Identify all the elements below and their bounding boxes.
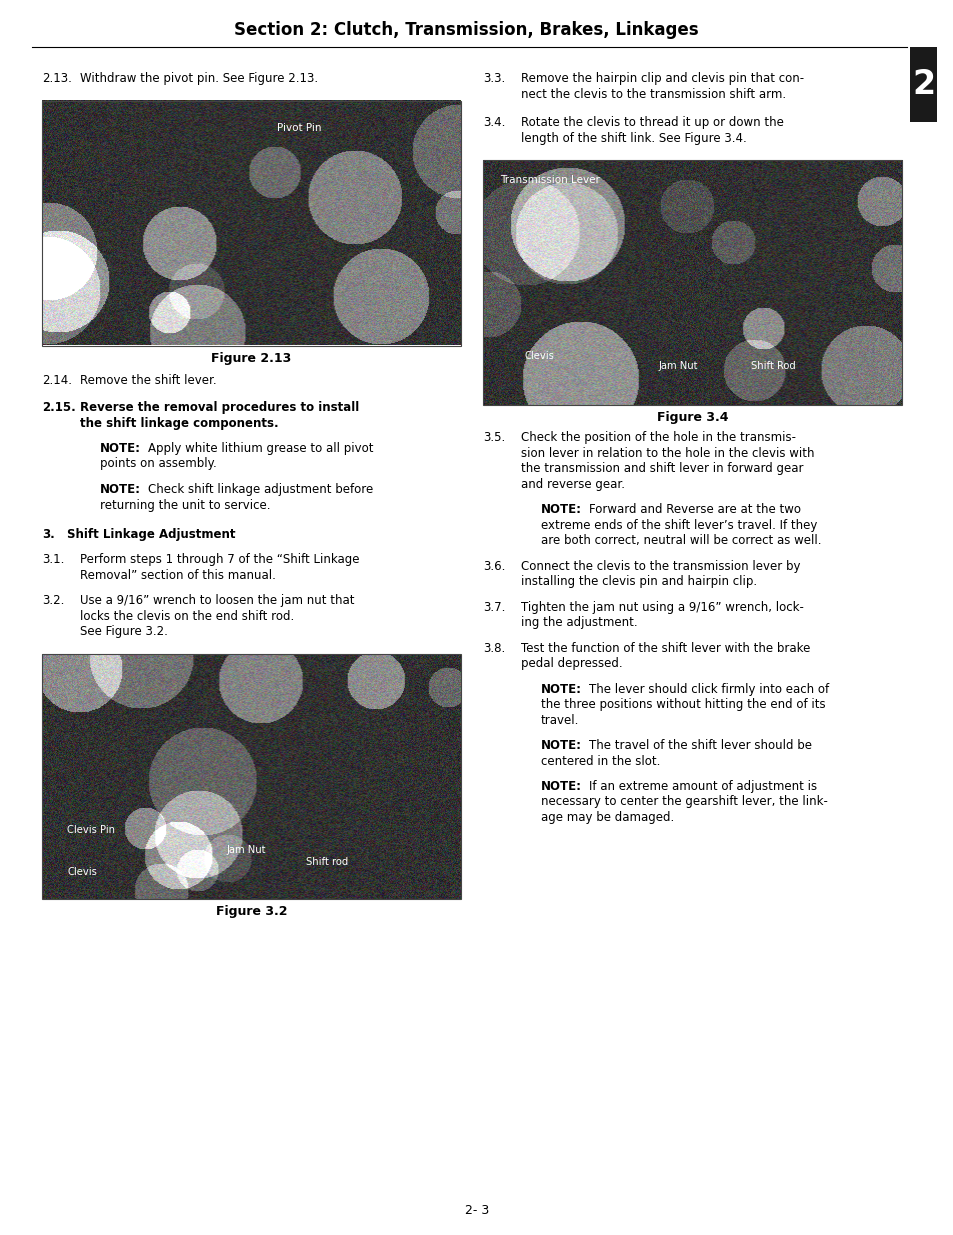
Text: NOTE:: NOTE: <box>540 503 581 516</box>
Text: necessary to center the gearshift lever, the link-: necessary to center the gearshift lever,… <box>540 795 827 809</box>
Text: Clevis: Clevis <box>67 867 97 877</box>
Text: sion lever in relation to the hole in the clevis with: sion lever in relation to the hole in th… <box>520 447 814 459</box>
Text: NOTE:: NOTE: <box>540 683 581 695</box>
Text: NOTE:: NOTE: <box>100 483 141 496</box>
Text: NOTE:: NOTE: <box>100 442 141 454</box>
Text: NOTE:: NOTE: <box>540 739 581 752</box>
Text: the shift linkage components.: the shift linkage components. <box>80 416 278 430</box>
Text: Apply white lithium grease to all pivot: Apply white lithium grease to all pivot <box>148 442 374 454</box>
Text: length of the shift link. See Figure 3.4.: length of the shift link. See Figure 3.4… <box>520 131 746 144</box>
Text: The lever should click firmly into each of: The lever should click firmly into each … <box>588 683 828 695</box>
Text: 3.1.: 3.1. <box>42 553 64 567</box>
Text: Remove the shift lever.: Remove the shift lever. <box>80 373 216 387</box>
Text: Clevis Pin: Clevis Pin <box>67 825 115 836</box>
Text: Jam Nut: Jam Nut <box>659 361 698 370</box>
Text: Jam Nut: Jam Nut <box>226 845 266 855</box>
Bar <box>909 47 936 122</box>
Text: Forward and Reverse are at the two: Forward and Reverse are at the two <box>588 503 801 516</box>
Text: Figure 3.2: Figure 3.2 <box>215 905 287 918</box>
Text: Transmission Lever: Transmission Lever <box>499 174 599 185</box>
Text: 3.2.: 3.2. <box>42 594 64 608</box>
Text: the transmission and shift lever in forward gear: the transmission and shift lever in forw… <box>520 462 802 475</box>
Text: Section 2: Clutch, Transmission, Brakes, Linkages: Section 2: Clutch, Transmission, Brakes,… <box>233 21 698 40</box>
Text: 2.14.: 2.14. <box>42 373 71 387</box>
Text: pedal depressed.: pedal depressed. <box>520 657 622 671</box>
Text: 3.7.: 3.7. <box>482 600 505 614</box>
Text: Check shift linkage adjustment before: Check shift linkage adjustment before <box>148 483 373 496</box>
Text: Removal” section of this manual.: Removal” section of this manual. <box>80 569 275 582</box>
Text: Clevis: Clevis <box>524 351 555 361</box>
Text: Shift Rod: Shift Rod <box>750 361 795 370</box>
Text: nect the clevis to the transmission shift arm.: nect the clevis to the transmission shif… <box>520 88 785 100</box>
Text: Rotate the clevis to thread it up or down the: Rotate the clevis to thread it up or dow… <box>520 116 783 128</box>
Text: locks the clevis on the end shift rod.: locks the clevis on the end shift rod. <box>80 610 294 622</box>
Text: 2- 3: 2- 3 <box>464 1203 489 1216</box>
Text: Figure 3.4: Figure 3.4 <box>656 411 727 424</box>
Text: 3.5.: 3.5. <box>482 431 505 445</box>
Text: Reverse the removal procedures to install: Reverse the removal procedures to instal… <box>80 401 359 414</box>
Text: Perform steps 1 through 7 of the “Shift Linkage: Perform steps 1 through 7 of the “Shift … <box>80 553 359 567</box>
Text: centered in the slot.: centered in the slot. <box>540 755 659 767</box>
Text: Use a 9/16” wrench to loosen the jam nut that: Use a 9/16” wrench to loosen the jam nut… <box>80 594 355 608</box>
Text: 2.13.: 2.13. <box>42 72 71 85</box>
Text: travel.: travel. <box>540 714 578 726</box>
Text: Shift Linkage Adjustment: Shift Linkage Adjustment <box>67 529 235 541</box>
Text: If an extreme amount of adjustment is: If an extreme amount of adjustment is <box>588 781 817 793</box>
Text: 3.: 3. <box>42 529 54 541</box>
Text: 2.15.: 2.15. <box>42 401 75 414</box>
Text: age may be damaged.: age may be damaged. <box>540 811 674 824</box>
Text: Remove the hairpin clip and clevis pin that con-: Remove the hairpin clip and clevis pin t… <box>520 72 803 85</box>
Text: 3.3.: 3.3. <box>482 72 505 85</box>
Text: Shift rod: Shift rod <box>306 857 348 867</box>
Bar <box>482 161 901 405</box>
Text: 3.6.: 3.6. <box>482 559 505 573</box>
Text: Connect the clevis to the transmission lever by: Connect the clevis to the transmission l… <box>520 559 800 573</box>
Bar <box>42 655 460 899</box>
Text: Test the function of the shift lever with the brake: Test the function of the shift lever wit… <box>520 641 809 655</box>
Bar <box>42 100 460 346</box>
Text: are both correct, neutral will be correct as well.: are both correct, neutral will be correc… <box>540 534 821 547</box>
Text: NOTE:: NOTE: <box>540 781 581 793</box>
Text: Pivot Pin: Pivot Pin <box>276 122 321 132</box>
Text: points on assembly.: points on assembly. <box>100 457 216 471</box>
Text: Withdraw the pivot pin. See Figure 2.13.: Withdraw the pivot pin. See Figure 2.13. <box>80 72 317 85</box>
Text: Tighten the jam nut using a 9/16” wrench, lock-: Tighten the jam nut using a 9/16” wrench… <box>520 600 803 614</box>
Text: See Figure 3.2.: See Figure 3.2. <box>80 625 168 638</box>
Text: Check the position of the hole in the transmis-: Check the position of the hole in the tr… <box>520 431 795 445</box>
Text: ing the adjustment.: ing the adjustment. <box>520 616 637 629</box>
Text: 3.4.: 3.4. <box>482 116 505 128</box>
Text: extreme ends of the shift lever’s travel. If they: extreme ends of the shift lever’s travel… <box>540 519 817 531</box>
Text: The travel of the shift lever should be: The travel of the shift lever should be <box>588 739 811 752</box>
Text: the three positions without hitting the end of its: the three positions without hitting the … <box>540 698 824 711</box>
Text: installing the clevis pin and hairpin clip.: installing the clevis pin and hairpin cl… <box>520 576 757 588</box>
Text: Figure 2.13: Figure 2.13 <box>212 352 292 364</box>
Text: 2: 2 <box>911 68 934 101</box>
Text: returning the unit to service.: returning the unit to service. <box>100 499 271 511</box>
Text: and reverse gear.: and reverse gear. <box>520 478 624 490</box>
Text: 3.8.: 3.8. <box>482 641 505 655</box>
